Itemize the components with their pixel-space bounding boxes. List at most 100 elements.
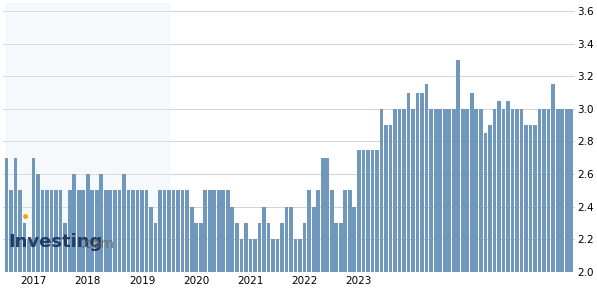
Bar <box>424 84 429 272</box>
Bar <box>59 190 63 272</box>
Bar <box>389 125 392 272</box>
Text: Investing: Investing <box>8 233 103 251</box>
Bar <box>434 109 438 272</box>
Bar <box>316 190 320 272</box>
Bar <box>86 174 90 272</box>
Bar <box>524 125 528 272</box>
Bar <box>95 190 99 272</box>
Bar <box>221 190 225 272</box>
Bar <box>456 60 460 272</box>
Bar <box>109 190 112 272</box>
Bar <box>402 109 406 272</box>
Bar <box>407 92 410 272</box>
Bar <box>50 190 53 272</box>
Bar <box>276 239 279 272</box>
Bar <box>23 223 26 272</box>
Bar <box>217 190 221 272</box>
Bar <box>36 174 40 272</box>
Bar <box>213 190 216 272</box>
Bar <box>479 109 483 272</box>
Bar <box>565 109 568 272</box>
Bar <box>131 190 135 272</box>
Bar <box>416 92 420 272</box>
Bar <box>429 109 433 272</box>
Bar <box>267 223 270 272</box>
Bar <box>538 109 541 272</box>
Bar <box>307 190 311 272</box>
Bar <box>230 207 234 272</box>
Bar <box>510 109 515 272</box>
Bar <box>81 190 85 272</box>
Bar <box>226 190 230 272</box>
Bar <box>493 109 496 272</box>
Bar <box>506 101 510 272</box>
Bar <box>497 101 501 272</box>
Bar <box>398 109 401 272</box>
Bar <box>172 190 176 272</box>
Bar <box>357 150 361 272</box>
Bar <box>104 190 107 272</box>
Bar <box>461 109 464 272</box>
Bar <box>366 150 370 272</box>
Bar <box>153 223 158 272</box>
Bar <box>9 190 13 272</box>
Bar <box>5 158 8 272</box>
Bar <box>312 207 315 272</box>
Bar <box>542 109 546 272</box>
Bar <box>257 223 261 272</box>
Bar <box>122 174 126 272</box>
Bar <box>371 150 374 272</box>
Bar <box>484 133 487 272</box>
Bar <box>443 109 447 272</box>
Bar <box>136 190 139 272</box>
Bar <box>204 190 207 272</box>
Bar <box>547 109 550 272</box>
Bar <box>501 109 505 272</box>
Bar <box>303 223 306 272</box>
Bar <box>529 125 533 272</box>
Bar <box>127 190 130 272</box>
Bar <box>158 190 162 272</box>
Bar <box>176 190 180 272</box>
Bar <box>384 125 388 272</box>
Bar <box>208 190 211 272</box>
Bar <box>185 190 189 272</box>
Bar <box>551 84 555 272</box>
Bar <box>285 207 288 272</box>
Bar <box>470 92 473 272</box>
Bar <box>199 223 202 272</box>
Bar <box>144 190 148 272</box>
Bar <box>72 174 76 272</box>
Bar <box>280 223 284 272</box>
Bar <box>68 190 72 272</box>
Bar <box>244 223 248 272</box>
Bar <box>452 109 456 272</box>
Bar <box>488 125 492 272</box>
Bar <box>561 109 564 272</box>
Bar <box>253 239 257 272</box>
Bar <box>466 109 469 272</box>
Bar <box>334 223 338 272</box>
Bar <box>181 190 184 272</box>
Bar <box>298 239 302 272</box>
Bar <box>362 150 365 272</box>
Bar <box>393 109 397 272</box>
Bar <box>54 190 58 272</box>
Bar <box>63 223 67 272</box>
Bar <box>352 207 356 272</box>
Bar <box>519 109 524 272</box>
Bar <box>113 190 116 272</box>
Bar <box>167 190 171 272</box>
Bar <box>32 158 35 272</box>
Bar <box>194 223 198 272</box>
Bar <box>321 158 325 272</box>
Bar <box>438 109 442 272</box>
Bar <box>339 223 343 272</box>
Bar <box>330 190 334 272</box>
Bar <box>343 190 347 272</box>
Bar <box>7 3 169 272</box>
Bar <box>533 125 537 272</box>
Bar <box>118 190 121 272</box>
Bar <box>27 239 31 272</box>
Bar <box>348 190 352 272</box>
